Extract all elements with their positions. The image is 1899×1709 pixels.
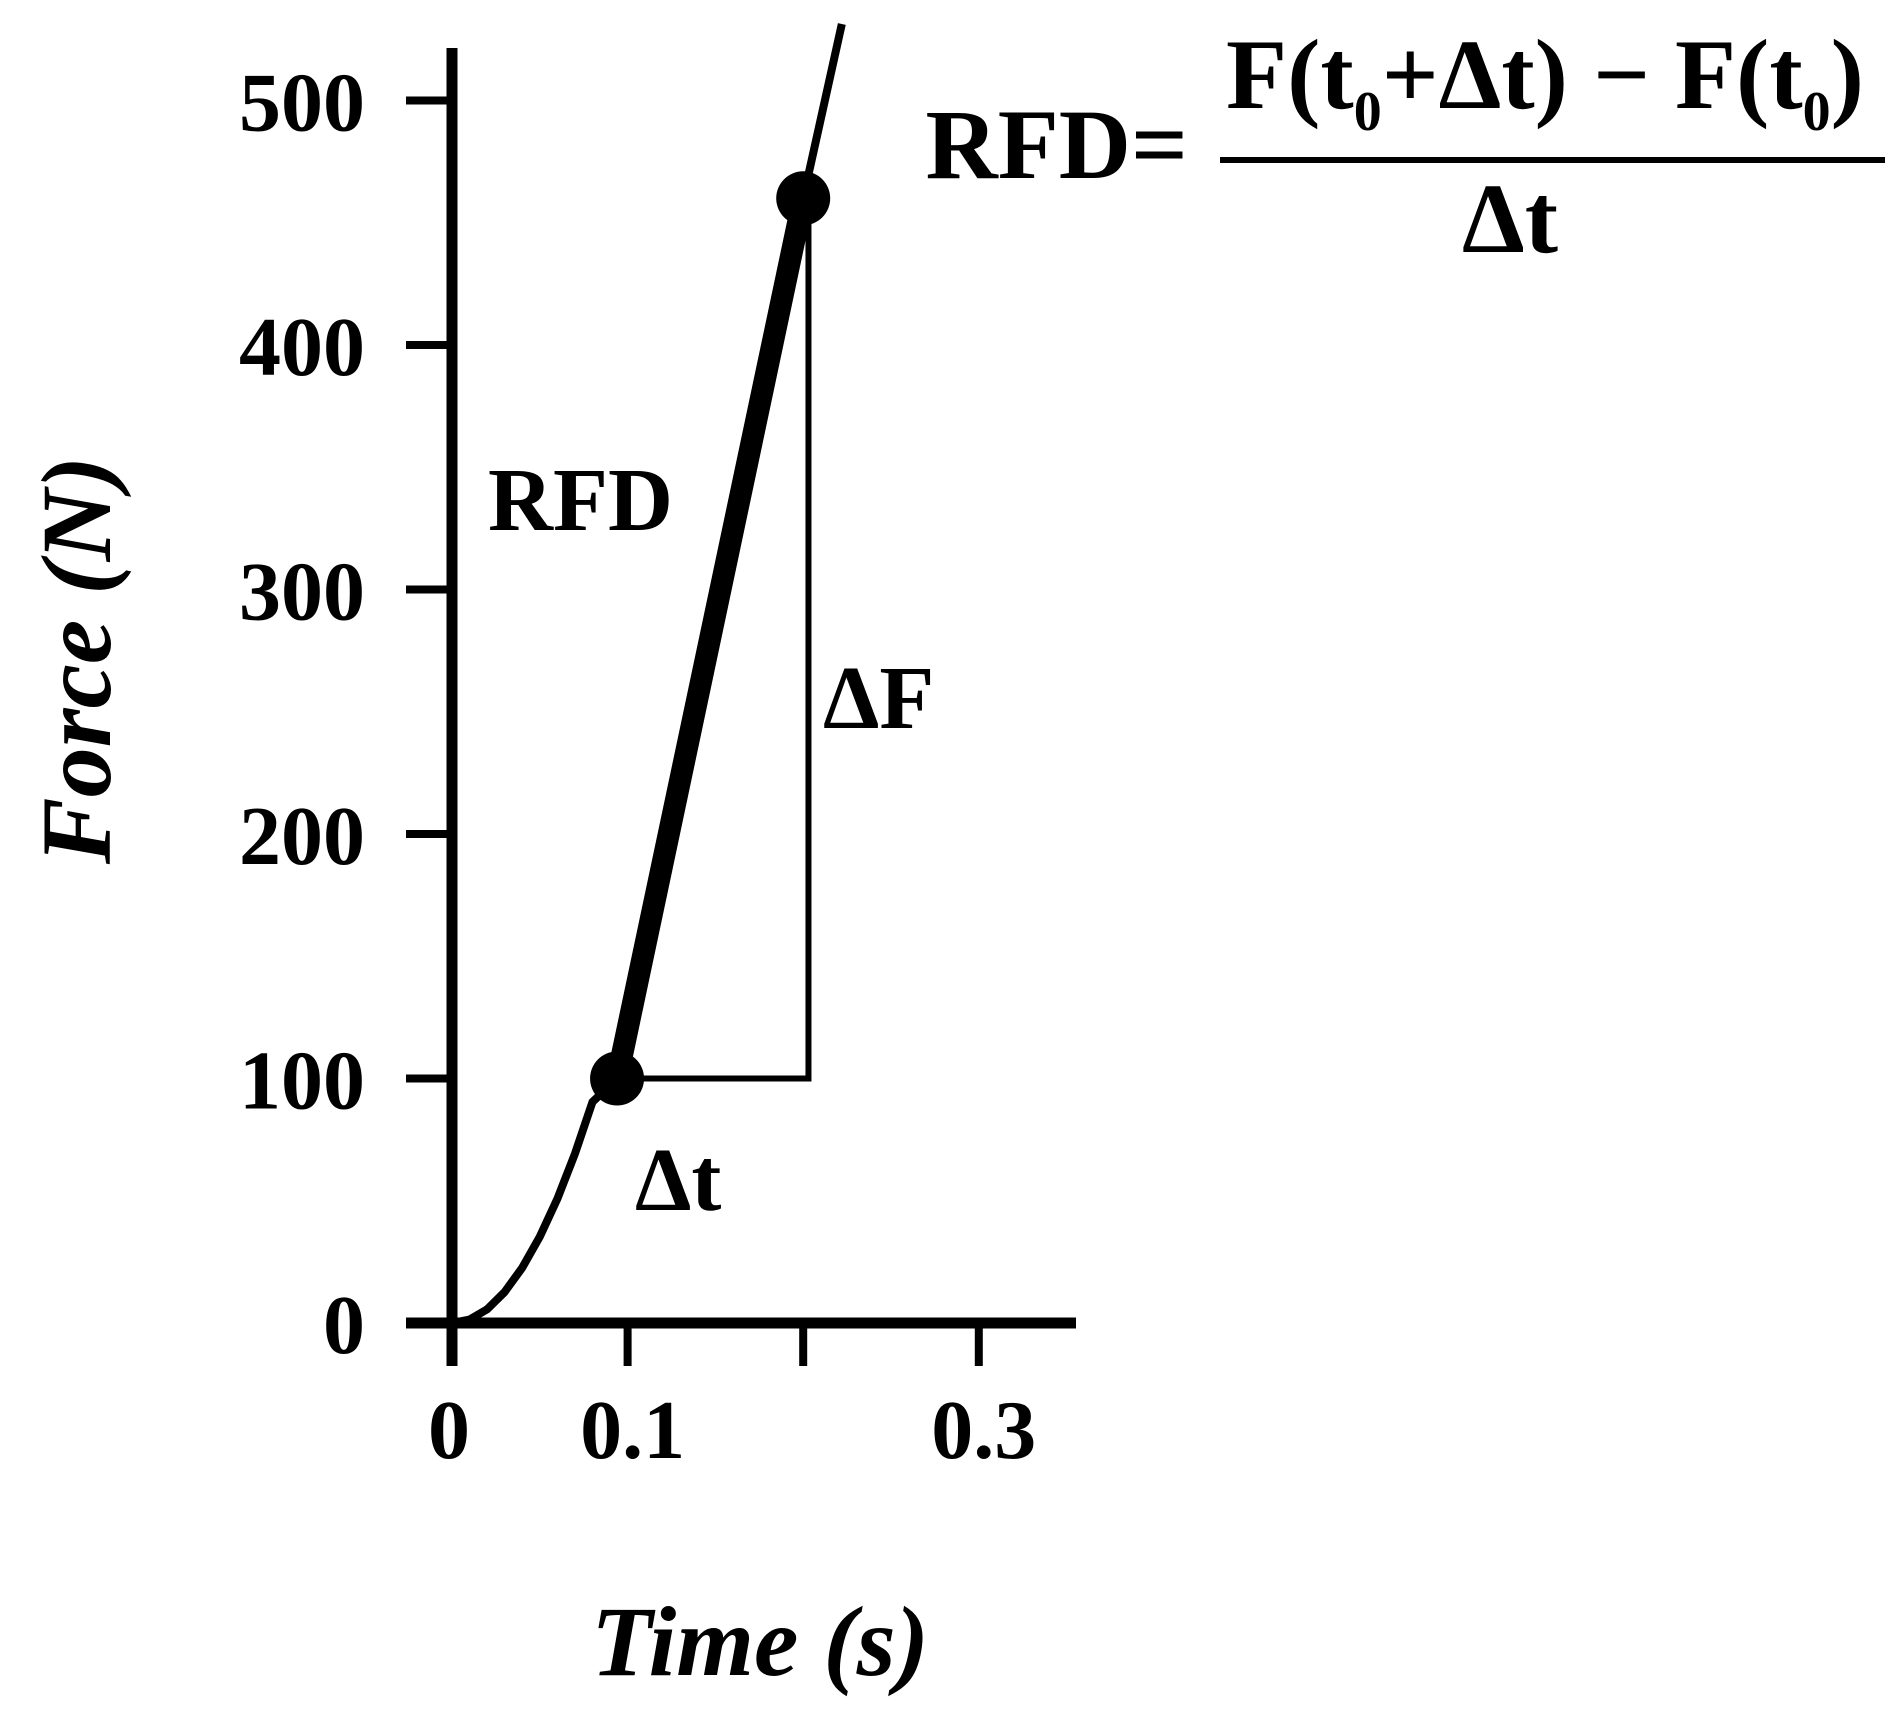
end-point-marker xyxy=(776,171,831,226)
formula-denominator: Δt xyxy=(1462,163,1558,274)
y-tick-label: 300 xyxy=(239,546,365,639)
y-axis-ticks: 0 100 200 300 400 500 xyxy=(239,57,452,1372)
x-axis-ticks: 0 0.1 0.3 xyxy=(428,1323,1036,1477)
x-tick-label: 0 xyxy=(428,1384,470,1477)
y-tick-label: 0 xyxy=(323,1279,365,1372)
y-tick-label: 100 xyxy=(239,1035,365,1128)
formula-numerator: F(t0+Δt) − F(t0) xyxy=(1226,19,1864,143)
x-tick-label: 0.1 xyxy=(580,1384,685,1477)
force-curve-toe xyxy=(451,1075,620,1327)
delta-triangle xyxy=(617,218,812,1082)
x-tick-label: 0.3 xyxy=(931,1384,1036,1477)
formula-lhs: RFD= xyxy=(926,89,1189,200)
force-curve-top xyxy=(799,23,846,200)
rfd-label: RFD xyxy=(488,451,673,550)
delta-t-label: Δt xyxy=(635,1131,721,1230)
start-point-marker xyxy=(590,1051,645,1106)
y-tick-label: 200 xyxy=(239,790,365,883)
x-axis-label: Time (s) xyxy=(591,1586,929,1697)
y-axis-label: Force (N) xyxy=(21,456,132,865)
rfd-slope-line xyxy=(606,187,815,1090)
delta-f-label: ΔF xyxy=(823,649,934,748)
rfd-formula: RFD= F(t0+Δt) − F(t0) Δt xyxy=(926,19,1885,274)
y-tick-label: 400 xyxy=(239,301,365,394)
y-tick-label: 500 xyxy=(239,57,365,150)
